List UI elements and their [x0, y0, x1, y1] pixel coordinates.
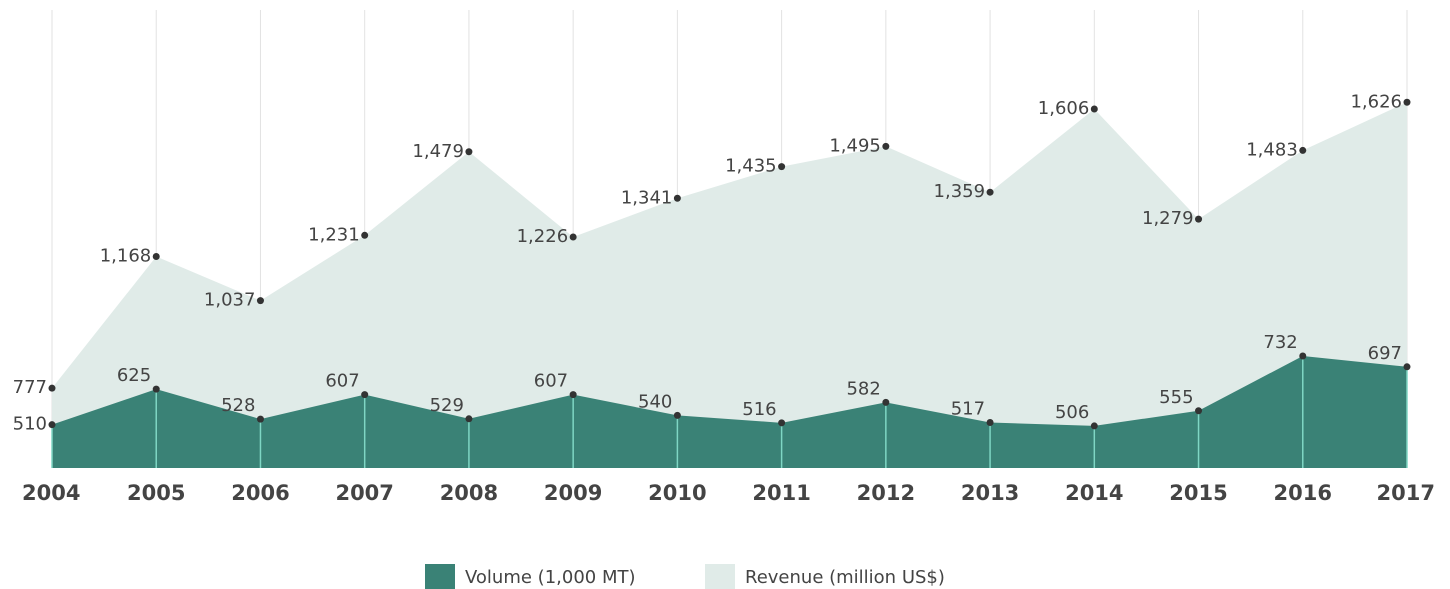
x-tick-label: 2004: [22, 481, 80, 505]
x-tick-label: 2006: [231, 481, 289, 505]
x-tick-label: 2015: [1169, 481, 1227, 505]
point: [1195, 407, 1203, 415]
point: [986, 419, 994, 427]
value-label: 1,359: [934, 181, 986, 202]
value-label: 777: [13, 377, 47, 398]
value-label: 555: [1159, 387, 1193, 408]
point: [152, 385, 160, 393]
value-label: 1,479: [412, 141, 464, 162]
point: [673, 194, 681, 202]
point: [1299, 146, 1307, 154]
point: [256, 297, 264, 305]
point: [1195, 215, 1203, 223]
point: [465, 415, 473, 423]
point: [48, 421, 56, 429]
point: [465, 148, 473, 156]
value-label: 528: [221, 395, 255, 416]
x-tick-label: 2017: [1377, 481, 1435, 505]
point: [673, 411, 681, 419]
value-label: 625: [117, 365, 151, 386]
value-label: 1,279: [1142, 208, 1194, 229]
value-label: 517: [951, 399, 985, 420]
area: [52, 102, 1407, 468]
point: [361, 391, 369, 399]
legend-label: Revenue (million US$): [745, 567, 945, 588]
x-tick-label: 2012: [857, 481, 915, 505]
legend-swatch: [425, 564, 455, 589]
point: [882, 398, 890, 406]
point: [48, 384, 56, 392]
value-label: 1,341: [621, 187, 673, 208]
value-label: 529: [430, 395, 464, 416]
x-tick-label: 2011: [752, 481, 810, 505]
x-tick-label: 2010: [648, 481, 706, 505]
value-label: 582: [846, 378, 880, 399]
x-tick-label: 2016: [1274, 481, 1332, 505]
point: [361, 231, 369, 239]
x-tick-label: 2008: [440, 481, 498, 505]
value-label: 540: [638, 391, 672, 412]
x-tick-label: 2014: [1065, 481, 1123, 505]
point: [152, 253, 160, 261]
area: [52, 355, 1407, 468]
point: [569, 233, 577, 241]
point: [1090, 422, 1098, 430]
value-label: 1,231: [308, 224, 360, 245]
value-label: 1,606: [1038, 98, 1090, 119]
point: [778, 163, 786, 171]
point: [882, 142, 890, 150]
value-label: 510: [13, 414, 47, 435]
value-label: 1,168: [100, 246, 152, 267]
value-label: 697: [1368, 343, 1402, 364]
value-label: 1,226: [517, 226, 569, 247]
x-tick-label: 2013: [961, 481, 1019, 505]
point: [1090, 105, 1098, 113]
value-label: 1,435: [725, 156, 777, 177]
point: [1403, 98, 1411, 106]
value-label: 1,483: [1246, 139, 1298, 160]
value-label: 516: [742, 399, 776, 420]
value-label: 607: [325, 371, 359, 392]
legend-label: Volume (1,000 MT): [465, 567, 636, 588]
value-label: 1,626: [1350, 91, 1402, 112]
point: [256, 415, 264, 423]
value-label: 506: [1055, 402, 1089, 423]
point: [1299, 352, 1307, 360]
point: [986, 188, 994, 196]
point: [569, 391, 577, 399]
value-label: 607: [534, 371, 568, 392]
value-label: 1,037: [204, 290, 256, 311]
x-tick-label: 2005: [127, 481, 185, 505]
value-label: 732: [1263, 332, 1297, 353]
x-tick-label: 2009: [544, 481, 602, 505]
point: [778, 419, 786, 427]
point: [1403, 363, 1411, 371]
legend-swatch: [705, 564, 735, 589]
x-tick-label: 2007: [335, 481, 393, 505]
value-label: 1,495: [829, 135, 881, 156]
